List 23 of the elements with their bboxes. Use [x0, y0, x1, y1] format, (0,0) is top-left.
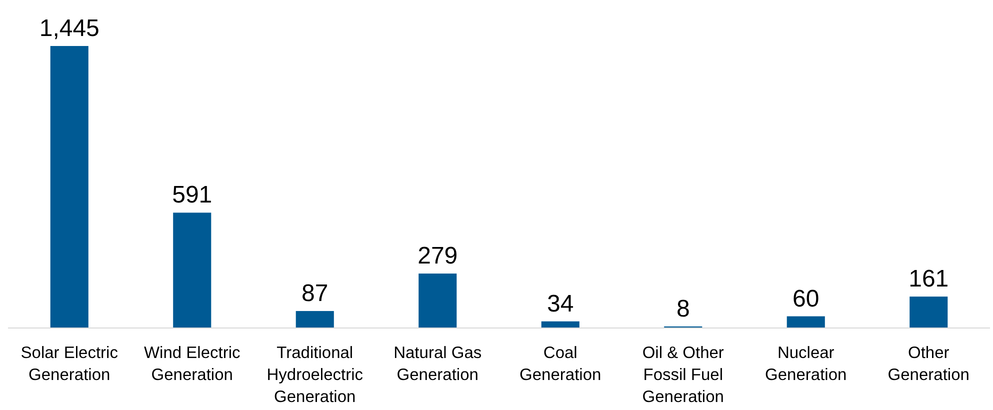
bar [173, 212, 212, 328]
bar [296, 311, 334, 328]
data-label: 279 [418, 242, 458, 270]
x-tick-label: Wind Electric Generation [144, 344, 240, 384]
data-label: 60 [792, 285, 820, 312]
x-tick-label: Nuclear Generation [765, 344, 847, 384]
x-tick-label: Coal Generation [520, 344, 602, 384]
x-tick-label: Natural Gas Generation [394, 344, 482, 384]
data-label: 8 [676, 295, 690, 322]
data-label: 591 [172, 182, 212, 209]
bar [50, 46, 88, 328]
data-label: 1,445 [39, 15, 100, 42]
x-tick-label: Other Generation [888, 344, 970, 384]
x-tick-label: Solar Electric Generation [20, 344, 118, 384]
x-tick-label: Traditional Hydroelectric Generation [266, 344, 364, 406]
bar [418, 274, 457, 328]
data-label: 87 [302, 280, 328, 308]
x-tick-label: Oil & Other Fossil Fuel Generation [642, 344, 724, 406]
bar [541, 321, 580, 328]
bar [786, 316, 825, 328]
bar [910, 296, 948, 328]
data-label: 34 [547, 290, 574, 318]
data-label: 161 [908, 266, 949, 293]
